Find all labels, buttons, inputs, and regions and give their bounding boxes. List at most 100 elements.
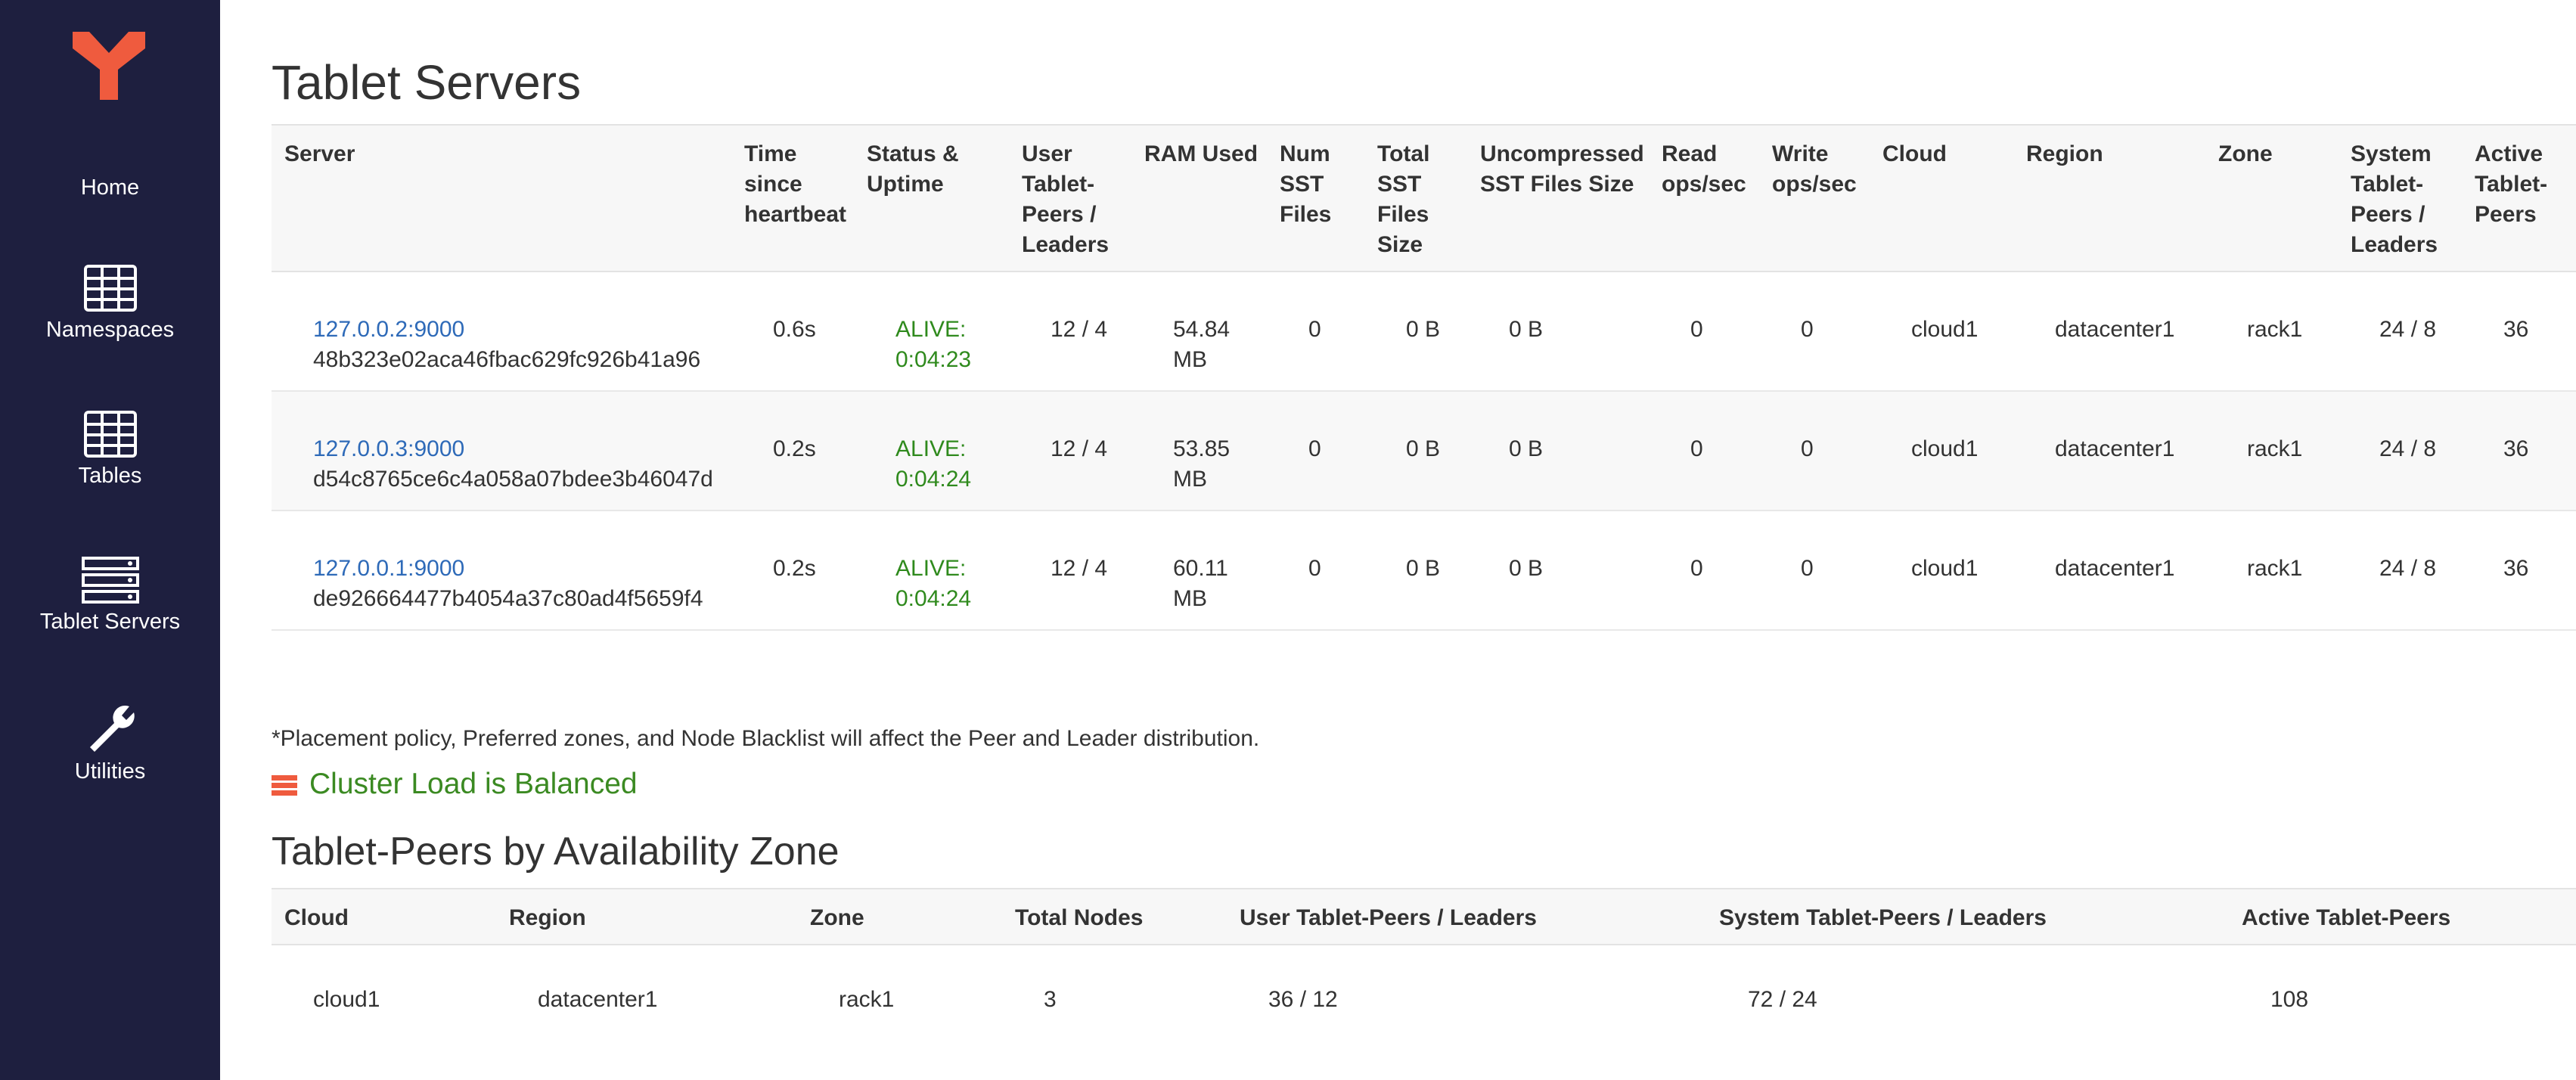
server-uuid: de926664477b4054a37c80ad4f5659f4: [313, 586, 703, 611]
cell: 54.84 MB: [1131, 272, 1267, 392]
server-row: 127.0.0.1:9000 de926664477b4054a37c80ad4f…: [272, 511, 2576, 631]
column-header: Region: [2013, 124, 2205, 272]
column-header: Time since heartbeat: [731, 124, 854, 272]
column-header: Status & Uptime: [854, 124, 1009, 272]
server-link[interactable]: 127.0.0.2:9000: [313, 317, 465, 342]
column-header: Read ops/sec: [1649, 124, 1759, 272]
nav-tables[interactable]: Tables: [0, 411, 220, 489]
column-header: User Tablet-Peers / Leaders: [1009, 124, 1131, 272]
cell: datacenter1: [2013, 391, 2205, 511]
cell: 24 / 8: [2338, 391, 2462, 511]
nav-label: Tables: [78, 464, 142, 488]
cell: ALIVE: 0:04:23: [854, 272, 1009, 392]
section-title: Tablet-Peers by Availability Zone: [272, 830, 840, 874]
page-title: Tablet Servers: [272, 55, 582, 110]
cell: 0.2s: [731, 511, 854, 631]
cell: 24 / 8: [2338, 511, 2462, 631]
cell: 36: [2462, 391, 2576, 511]
cell: 0: [1759, 391, 1870, 511]
column-header: Uncompressed SST Files Size: [1467, 124, 1649, 272]
cell: 36: [2462, 272, 2576, 392]
server-uuid: d54c8765ce6c4a058a07bdee3b46047d: [313, 467, 713, 492]
header-row: Server Time since heartbeat Status & Uptim…: [272, 124, 2576, 272]
cell: cloud1: [1870, 272, 2013, 392]
cell: cloud1: [1870, 391, 2013, 511]
column-header: System Tablet-Peers / Leaders: [1706, 888, 2229, 945]
zone-table: Cloud Region Zone Total Nodes User Tablet-Pe…: [272, 888, 2576, 1038]
cell: 0 B: [1364, 391, 1467, 511]
column-header: System Tablet-Peers / Leaders: [2338, 124, 2462, 272]
zone-row: cloud1 datacenter1 rack1 3 36 / 12 72 / 24 108: [272, 945, 2576, 1038]
nav-home[interactable]: Home: [0, 175, 220, 200]
nav-label: Tablet Servers: [39, 610, 181, 634]
cell: 0: [1267, 272, 1364, 392]
cell: ALIVE: 0:04:24: [854, 511, 1009, 631]
cell: 108: [2270, 987, 2309, 1012]
cell: 0: [1759, 511, 1870, 631]
balance-status: Cluster Load is Balanced: [272, 768, 638, 801]
column-header: Server: [272, 124, 731, 272]
cell: 0 B: [1364, 272, 1467, 392]
cell: 36 / 12: [1268, 987, 1338, 1012]
server-row: 127.0.0.3:9000 d54c8765ce6c4a058a07bdee3b…: [272, 391, 2576, 511]
cell: cloud1: [1870, 511, 2013, 631]
server-row: 127.0.0.2:9000 48b323e02aca46fbac629fc926…: [272, 272, 2576, 392]
cell: 0: [1649, 391, 1759, 511]
column-header: Cloud: [1870, 124, 2013, 272]
cell: 0: [1649, 272, 1759, 392]
balance-text: Cluster Load is Balanced: [309, 768, 638, 800]
cell: 24 / 8: [2338, 272, 2462, 392]
logo[interactable]: [73, 32, 145, 100]
cell: 0 B: [1364, 511, 1467, 631]
column-header: Active Tablet-Peers: [2462, 124, 2576, 272]
column-header: Active Tablet-Peers: [2229, 888, 2576, 945]
wrench-icon: [89, 705, 135, 752]
column-header: Cloud: [272, 888, 496, 945]
column-header: User Tablet-Peers / Leaders: [1227, 888, 1706, 945]
nav-tablet-servers[interactable]: Tablet Servers: [0, 557, 220, 635]
cell: 0: [1759, 272, 1870, 392]
cell: 12 / 4: [1009, 511, 1131, 631]
cell: 12 / 4: [1009, 391, 1131, 511]
nav-namespaces[interactable]: Namespaces: [0, 265, 220, 343]
cell: rack1: [839, 987, 895, 1012]
column-header: Total SST Files Size: [1364, 124, 1467, 272]
cell: 0: [1267, 391, 1364, 511]
cell: datacenter1: [538, 987, 658, 1012]
cell: 0 B: [1467, 272, 1649, 392]
column-header: Num SST Files: [1267, 124, 1364, 272]
cell: rack1: [2205, 511, 2338, 631]
sidebar: Home Namespaces Tables Tablet Servers Ut…: [0, 0, 220, 1080]
cell: 0 B: [1467, 511, 1649, 631]
server-link[interactable]: 127.0.0.1:9000: [313, 556, 465, 581]
cell: 3: [1044, 987, 1057, 1012]
cell: 60.11 MB: [1131, 511, 1267, 631]
nav-utilities[interactable]: Utilities: [0, 703, 220, 784]
column-header: Region: [496, 888, 797, 945]
column-header: Zone: [2205, 124, 2338, 272]
cell: 0: [1649, 511, 1759, 631]
server-cell: 127.0.0.2:9000 48b323e02aca46fbac629fc926…: [272, 272, 731, 392]
cell: ALIVE: 0:04:24: [854, 391, 1009, 511]
cell: datacenter1: [2013, 272, 2205, 392]
cell: rack1: [2205, 272, 2338, 392]
cell: 72 / 24: [1748, 987, 1817, 1012]
nav-label: Namespaces: [45, 318, 175, 342]
column-header: Zone: [797, 888, 1002, 945]
footnote: *Placement policy, Preferred zones, and …: [272, 726, 1260, 751]
cell: 53.85 MB: [1131, 391, 1267, 511]
cell: 0.2s: [731, 391, 854, 511]
grid-icon: [83, 411, 137, 458]
cell: rack1: [2205, 391, 2338, 511]
cell: cloud1: [313, 987, 380, 1012]
server-cell: 127.0.0.1:9000 de926664477b4054a37c80ad4f…: [272, 511, 731, 631]
nav-label: Utilities: [74, 759, 146, 784]
column-header: RAM Used: [1131, 124, 1267, 272]
server-cell: 127.0.0.3:9000 d54c8765ce6c4a058a07bdee3b…: [272, 391, 731, 511]
server-link[interactable]: 127.0.0.3:9000: [313, 436, 465, 461]
servers-table: Server Time since heartbeat Status & Uptim…: [272, 124, 2576, 631]
balance-icon: [272, 775, 297, 796]
header-row: Cloud Region Zone Total Nodes User Tablet-Pe…: [272, 888, 2576, 945]
